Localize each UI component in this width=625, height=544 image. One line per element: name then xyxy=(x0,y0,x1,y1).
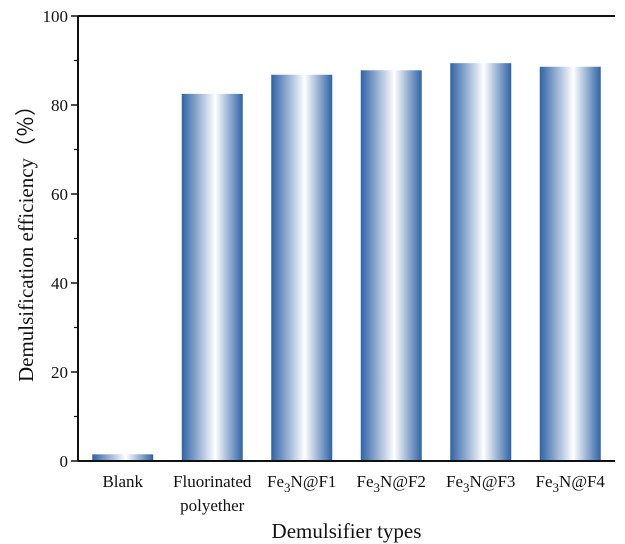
bars-group xyxy=(92,63,601,462)
bar-4 xyxy=(450,63,512,462)
y-tick-label: 80 xyxy=(51,96,68,115)
y-axis-title: Demulsification efficiency（％） xyxy=(14,95,38,382)
y-tick-label: 100 xyxy=(43,7,69,26)
x-category-label: Blank xyxy=(102,472,143,491)
bar-1 xyxy=(181,93,243,461)
x-category-label: Fluorinated polyether xyxy=(173,472,252,515)
x-labels-group: Blank Fluorinated polyether Fe3N@F1 Fe3N@F2 F… xyxy=(102,472,605,515)
y-ticks-group: 0 20 40 60 80 100 xyxy=(43,7,78,471)
y-tick-label: 60 xyxy=(51,185,68,204)
x-category-label: Fe3N@F3 xyxy=(446,472,515,495)
bar-2 xyxy=(271,74,333,462)
x-axis-title: Demulsifier types xyxy=(272,519,422,543)
bar-3 xyxy=(360,70,422,461)
y-tick-label: 40 xyxy=(51,274,68,293)
x-category-label: Fe3N@F1 xyxy=(267,472,336,495)
bar-5 xyxy=(539,66,601,461)
y-tick-label: 20 xyxy=(51,363,68,382)
x-category-label: Fe3N@F2 xyxy=(357,472,426,495)
x-category-label: Fe3N@F4 xyxy=(536,472,606,495)
bar-0 xyxy=(92,454,154,461)
axes-group xyxy=(77,15,615,462)
y-tick-label: 0 xyxy=(60,452,69,471)
